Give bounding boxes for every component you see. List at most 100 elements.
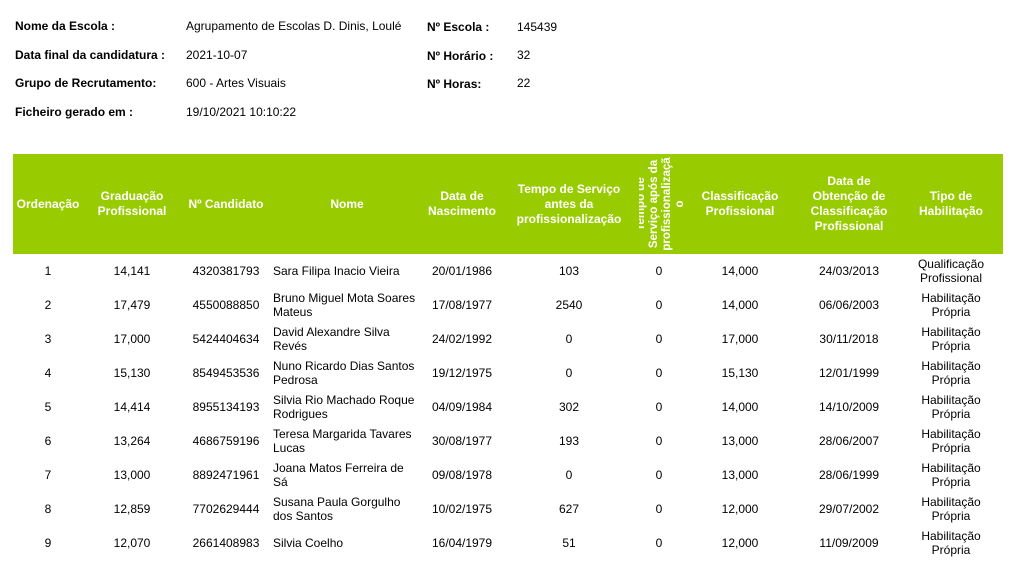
header-ordenacao: Ordenação xyxy=(13,154,83,254)
cell-tempo-antes: 302 xyxy=(558,400,580,414)
cell-nome: David Alexandre Silva Revés xyxy=(273,325,390,353)
cell-tipo: Habilitação Própria xyxy=(921,359,981,387)
cell-candidato: 8892471961 xyxy=(192,468,260,482)
header-tempo-apos-cell: Tempo de Serviço após da profissionaliza… xyxy=(637,154,683,254)
cell-classificacao: 17,000 xyxy=(721,332,759,346)
cell-nome: Silvia Rio Machado Roque Rodrigues xyxy=(273,393,415,421)
header-tempo-apos-wrap: Tempo de Serviço após da profissionaliza… xyxy=(639,154,683,254)
table-row: 4 15,130 8549453536 Nuno Ricardo Dias Sa… xyxy=(13,356,1003,390)
table-row: 6 13,264 4686759196 Teresa Margarida Tav… xyxy=(13,424,1003,458)
cell-ordem: 3 xyxy=(44,332,52,346)
n-escola-label: Nº Escola : xyxy=(427,20,490,34)
ficheiro-value: 19/10/2021 10:10:22 xyxy=(186,105,297,119)
header-tempo-antes: Tempo de Serviço antes da profissionaliz… xyxy=(501,154,637,254)
header-graduacao: Graduação Profissional xyxy=(83,154,181,254)
n-horas-value: 22 xyxy=(517,76,531,90)
cell-data-obtencao: 28/06/2007 xyxy=(818,434,880,448)
cell-tipo: Habilitação Própria xyxy=(921,461,981,489)
cell-candidato: 4686759196 xyxy=(192,434,260,448)
cell-nome: Bruno Miguel Mota Soares Mateus xyxy=(273,291,416,319)
cell-tipo: Qualificação Profissional xyxy=(917,257,985,285)
cell-nome: Joana Matos Ferreira de Sá xyxy=(273,461,404,489)
cell-tempo-antes: 0 xyxy=(565,468,573,482)
header-tempo-apos: Tempo de Serviço após da profissionaliza… xyxy=(639,157,683,251)
cell-nome: Nuno Ricardo Dias Santos Pedrosa xyxy=(273,359,415,387)
cell-classificacao: 13,000 xyxy=(721,434,759,448)
cell-data-obtencao: 24/03/2013 xyxy=(818,264,880,278)
cell-classificacao: 12,000 xyxy=(721,536,759,550)
cell-tempo-apos: 0 xyxy=(655,366,663,380)
cell-candidato: 8955134193 xyxy=(192,400,260,414)
cell-candidato: 4320381793 xyxy=(192,264,260,278)
cell-tempo-antes: 51 xyxy=(562,536,576,550)
cell-tipo: Habilitação Própria xyxy=(921,325,981,353)
table-row: 2 17,479 4550088850 Bruno Miguel Mota So… xyxy=(13,288,1003,322)
table-row: 5 14,414 8955134193 Silvia Rio Machado R… xyxy=(13,390,1003,424)
cell-data-obtencao: 28/06/1999 xyxy=(818,468,880,482)
cell-graduacao: 12,859 xyxy=(113,502,151,516)
cell-tempo-apos: 0 xyxy=(655,434,663,448)
cell-tempo-antes: 627 xyxy=(558,502,580,516)
cell-ordem: 5 xyxy=(44,400,52,414)
cell-candidato: 2661408983 xyxy=(192,536,260,550)
cell-ordem: 9 xyxy=(44,536,52,550)
cell-data-obtencao: 12/01/1999 xyxy=(818,366,880,380)
cell-ordem: 6 xyxy=(44,434,52,448)
cell-data-obtencao: 29/07/2002 xyxy=(818,502,880,516)
header-nascimento: Data de Nascimento xyxy=(423,154,501,254)
table-row: 1 14,141 4320381793 Sara Filipa Inacio V… xyxy=(13,254,1003,288)
table-header-row: Ordenação Graduação Profissional Nº Cand… xyxy=(13,154,1003,254)
cell-graduacao: 14,141 xyxy=(113,264,151,278)
cell-graduacao: 17,479 xyxy=(113,298,151,312)
cell-nascimento: 17/08/1977 xyxy=(431,298,493,312)
header-classificacao: Classificação Profissional xyxy=(681,154,799,254)
ficheiro-label: Ficheiro gerado em : xyxy=(15,105,134,119)
cell-tempo-antes: 0 xyxy=(565,366,573,380)
cell-tempo-apos: 0 xyxy=(655,400,663,414)
cell-nome: Susana Paula Gorgulho dos Santos xyxy=(273,495,401,523)
n-escola-value: 145439 xyxy=(517,20,558,34)
data-final-label: Data final da candidatura : xyxy=(15,48,166,62)
cell-classificacao: 14,000 xyxy=(721,264,759,278)
cell-ordem: 7 xyxy=(44,468,52,482)
candidates-table: Ordenação Graduação Profissional Nº Cand… xyxy=(13,154,1003,560)
cell-classificacao: 14,000 xyxy=(721,298,759,312)
escola-value: Agrupamento de Escolas D. Dinis, Loulé xyxy=(186,19,402,33)
escola-label: Nome da Escola : xyxy=(15,19,116,33)
cell-classificacao: 15,130 xyxy=(721,366,759,380)
cell-nascimento: 09/08/1978 xyxy=(431,468,493,482)
table-row: 9 12,070 2661408983 Silvia Coelho 16/04/… xyxy=(13,526,1003,560)
cell-nascimento: 20/01/1986 xyxy=(431,264,493,278)
cell-nascimento: 19/12/1975 xyxy=(431,366,493,380)
cell-tempo-apos: 0 xyxy=(655,332,663,346)
cell-nascimento: 04/09/1984 xyxy=(431,400,493,414)
cell-classificacao: 13,000 xyxy=(721,468,759,482)
cell-nascimento: 10/02/1975 xyxy=(431,502,493,516)
cell-nome: Sara Filipa Inacio Vieira xyxy=(273,264,400,278)
header-data-obtencao: Data de Obtenção de Classificação Profis… xyxy=(799,154,899,254)
cell-ordem: 8 xyxy=(44,502,52,516)
cell-classificacao: 14,000 xyxy=(721,400,759,414)
cell-tipo: Habilitação Própria xyxy=(921,427,981,455)
cell-graduacao: 17,000 xyxy=(113,332,151,346)
cell-graduacao: 12,070 xyxy=(113,536,151,550)
n-horario-value: 32 xyxy=(517,48,531,62)
cell-tempo-antes: 2540 xyxy=(555,298,583,312)
cell-data-obtencao: 30/11/2018 xyxy=(819,332,879,346)
cell-tempo-apos: 0 xyxy=(655,468,663,482)
cell-graduacao: 15,130 xyxy=(113,366,151,380)
n-horas-label: Nº Horas: xyxy=(427,77,482,91)
table-row: 8 12,859 7702629444 Susana Paula Gorgulh… xyxy=(13,492,1003,526)
n-horario-label: Nº Horário : xyxy=(427,49,494,63)
cell-tempo-apos: 0 xyxy=(655,298,663,312)
cell-tempo-antes: 193 xyxy=(558,434,580,448)
header-tipo: Tipo de Habilitação xyxy=(899,154,1003,254)
cell-candidato: 5424404634 xyxy=(192,332,260,346)
cell-graduacao: 13,264 xyxy=(113,434,151,448)
cell-candidato: 7702629444 xyxy=(192,502,260,516)
cell-graduacao: 13,000 xyxy=(113,468,151,482)
table-row: 3 17,000 5424404634 David Alexandre Silv… xyxy=(13,322,1003,356)
cell-tempo-antes: 103 xyxy=(558,264,580,278)
cell-nascimento: 24/02/1992 xyxy=(431,332,493,346)
table-row: 7 13,000 8892471961 Joana Matos Ferreira… xyxy=(13,458,1003,492)
